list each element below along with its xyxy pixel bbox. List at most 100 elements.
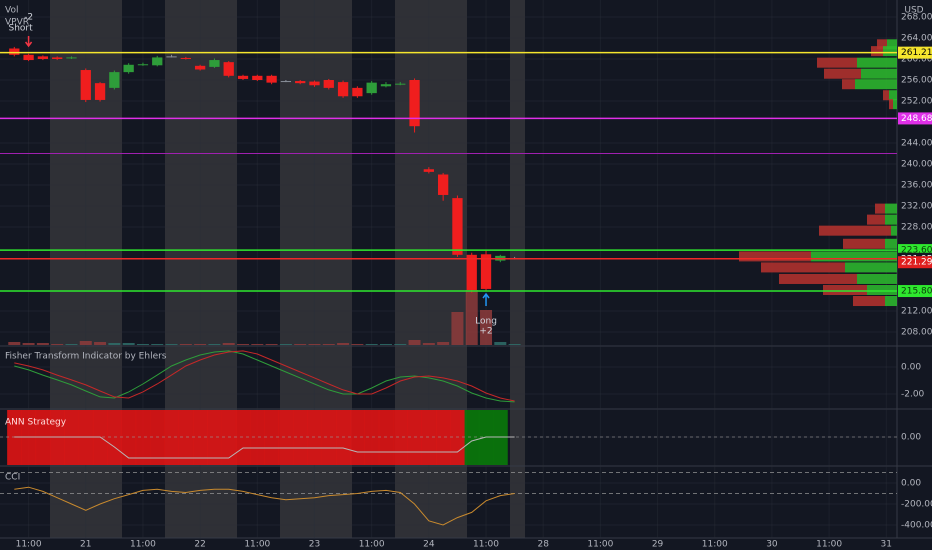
volume-bar	[365, 344, 378, 345]
signal-region	[207, 410, 222, 465]
y-tick-label: 260.00	[901, 55, 932, 65]
x-tick-label: 22	[194, 540, 205, 550]
y-tick-label: 212.00	[901, 306, 932, 316]
y-tick-label: 208.00	[901, 327, 932, 337]
price-label: 248.68	[901, 114, 932, 124]
price-label: 223.60	[901, 246, 932, 256]
vpvr-up	[885, 238, 897, 249]
price-label-box	[898, 46, 932, 59]
signal-text: Short	[9, 24, 34, 34]
vpvr-down	[779, 273, 857, 284]
volume-bar	[279, 344, 292, 345]
candle-body	[123, 64, 134, 73]
volume-bar	[65, 344, 78, 345]
session-band	[510, 0, 525, 538]
x-tick-label: 23	[309, 540, 320, 550]
vpvr-up	[861, 68, 897, 79]
vpvr-up	[845, 262, 897, 273]
signal-region	[464, 410, 480, 465]
volume-bar	[265, 344, 278, 345]
signal-arrow	[482, 292, 490, 306]
candle-body	[9, 48, 20, 55]
volume-bar	[322, 344, 335, 345]
signal-region	[321, 410, 337, 465]
x-tick-label: 21	[80, 540, 91, 550]
y-tick-label: -400.00	[901, 520, 932, 530]
price-label-box	[898, 256, 932, 269]
volume-bar	[451, 312, 464, 345]
candle-body	[80, 70, 91, 100]
volume-bar	[208, 344, 221, 345]
candle-body	[252, 75, 263, 81]
x-tick-label: 11:00	[130, 540, 156, 550]
y-tick-label: -200.00	[901, 499, 932, 509]
x-tick-label: 11:00	[244, 540, 270, 550]
x-tick-label: 29	[652, 540, 664, 550]
signal-region	[250, 410, 265, 465]
signal-region	[164, 410, 179, 465]
volume-bar	[379, 344, 392, 345]
volume-bar	[494, 342, 507, 345]
pane-title: CCI	[5, 473, 20, 483]
volume-bar	[165, 344, 178, 345]
vpvr-down	[875, 203, 885, 214]
candle-body	[380, 84, 392, 87]
volume-bar	[136, 344, 149, 345]
pane-title: Fisher Transform Indicator by Ehlers	[5, 352, 167, 362]
volume-bar	[36, 343, 49, 345]
vpvr-down	[842, 79, 855, 90]
volume-bar	[251, 344, 264, 345]
vpvr-down	[817, 57, 857, 68]
vpvr-down	[843, 238, 885, 249]
volume-bar	[237, 344, 250, 345]
candle-body	[337, 82, 349, 97]
y-tick-label: -2.00	[901, 389, 925, 399]
vpvr-down	[761, 262, 845, 273]
volume-bar	[51, 344, 64, 345]
y-tick-label: 268.00	[901, 13, 932, 23]
volume-bar	[179, 344, 192, 345]
signal-text: Long	[475, 317, 497, 327]
candle-body	[352, 87, 363, 97]
candle-body	[180, 57, 191, 59]
price-label: 215.80	[901, 287, 932, 297]
volume-bar	[422, 343, 435, 345]
indicator-line	[14, 486, 515, 526]
candle-body	[323, 80, 334, 88]
vpvr-down	[739, 251, 811, 262]
vpvr-up	[885, 203, 897, 214]
signal-qty: +2	[479, 327, 492, 337]
indicator-line	[14, 350, 515, 403]
price-label: 261.21	[901, 48, 932, 58]
vpvr-down	[871, 46, 883, 57]
candle-body	[66, 57, 77, 59]
x-tick-label: 30	[766, 540, 778, 550]
signal-region	[364, 410, 380, 465]
vpvr-up	[887, 39, 897, 50]
y-tick-label: 0.00	[901, 362, 921, 372]
legend-entry: Vol	[5, 6, 18, 16]
vpvr-down	[867, 214, 885, 225]
vpvr-up	[857, 57, 897, 68]
volume-bar	[465, 290, 478, 345]
candle-body	[223, 62, 234, 76]
pane-title: ANN Strategy	[5, 418, 67, 428]
vpvr-down	[889, 99, 893, 110]
volume-bar	[508, 344, 521, 345]
volume-bar	[351, 344, 364, 345]
y-tick-label: 232.00	[901, 201, 932, 211]
currency-label: USD	[904, 6, 923, 16]
candle-body	[209, 60, 220, 67]
candle-body	[94, 83, 106, 100]
candle-body	[280, 81, 292, 83]
volume-bar	[194, 344, 207, 345]
candle-body	[452, 198, 463, 255]
y-tick-label: 236.00	[901, 180, 932, 190]
volume-bar	[222, 343, 235, 345]
vpvr-up	[857, 273, 897, 284]
y-tick-label: 256.00	[901, 76, 932, 86]
x-tick-label: 11:00	[16, 540, 42, 550]
vpvr-up	[885, 214, 897, 225]
signal-region	[278, 410, 294, 465]
